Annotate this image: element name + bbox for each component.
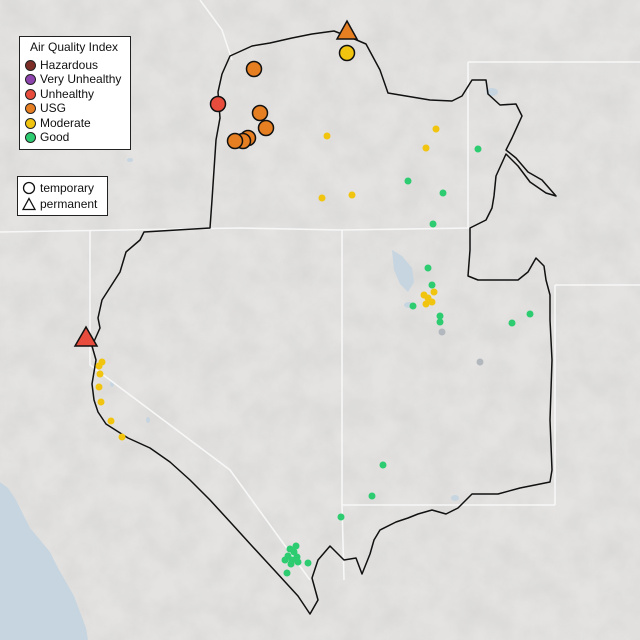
legend-item-usg: USG [25, 101, 66, 115]
monitors-usg[interactable] [226, 19, 359, 150]
monitors-unhealthy[interactable] [73, 95, 227, 347]
unhealthy-swatch [25, 88, 36, 100]
legend-item-temporary: temporary [22, 180, 94, 196]
legend-label: permanent [40, 197, 98, 211]
usg-swatch [25, 102, 36, 114]
monitors-moderate[interactable] [95, 125, 440, 441]
aqi-legend: Air Quality Index Hazardous Very Unhealt… [19, 36, 131, 150]
state-boundaries [0, 0, 640, 581]
legend-label: Unhealthy [40, 87, 95, 101]
monitors-moderate-large[interactable] [338, 44, 356, 62]
legend-item-unhealthy: Unhealthy [25, 87, 94, 101]
legend-item-permanent: permanent [22, 196, 97, 212]
legend-item-moderate: Moderate [25, 116, 91, 130]
monitor-type-legend: temporary permanent [17, 176, 108, 216]
legend-item-hazardous: Hazardous [25, 58, 98, 72]
hazardous-swatch [25, 59, 36, 71]
monitors-no-data[interactable] [438, 328, 484, 366]
moderate-swatch [25, 117, 36, 129]
legend-label: USG [40, 101, 67, 115]
legend-label: Very Unhealthy [40, 72, 122, 86]
circle-icon [22, 181, 36, 195]
legend-item-good: Good [25, 130, 69, 144]
good-swatch [25, 131, 36, 143]
legend-label: Hazardous [40, 58, 99, 72]
legend-item-very-unhealthy: Very Unhealthy [25, 72, 121, 86]
pacific-ocean [0, 482, 88, 640]
region-boundary [91, 30, 557, 615]
legend-label: temporary [40, 181, 95, 195]
very-unhealthy-swatch [25, 73, 36, 85]
legend-title: Air Quality Index [30, 40, 119, 54]
monitors-good[interactable] [281, 145, 534, 577]
legend-label: Good [40, 130, 70, 144]
triangle-icon [22, 197, 36, 211]
legend-label: Moderate [40, 116, 91, 130]
